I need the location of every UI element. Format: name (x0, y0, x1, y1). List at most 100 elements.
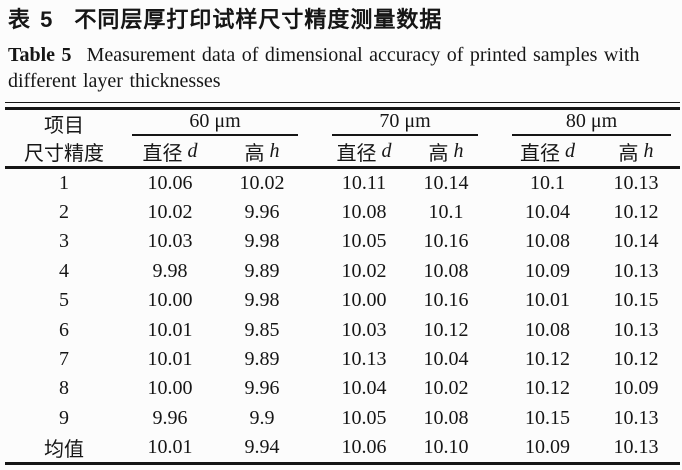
subheader-zh: 直径 (142, 142, 183, 165)
value-cell: 10.13 (341, 348, 387, 371)
value-cell: 10.02 (147, 201, 193, 224)
value-cell: 10.14 (423, 171, 469, 194)
subheader-zh: 高 (244, 142, 265, 165)
value-cell: 10.16 (423, 230, 469, 253)
value-cell: 10.08 (341, 201, 387, 224)
subheader-var: d (187, 139, 198, 162)
value-cell: 10.10 (423, 436, 469, 459)
subheader-zh: 直径 (336, 142, 377, 165)
value-cell: 10.13 (613, 406, 659, 429)
row-label: 3 (59, 230, 69, 253)
value-cell: 10.01 (525, 289, 570, 312)
table-caption-zh: 表 5 不同层厚打印试样尺寸精度测量数据 (8, 6, 682, 34)
value-cell: 10.12 (525, 377, 570, 400)
value-cell: 9.89 (244, 259, 280, 282)
value-cell: 10.08 (423, 259, 469, 282)
value-cell: 10.06 (147, 171, 193, 194)
subheader-zh: 高 (428, 142, 449, 165)
row-label: 1 (59, 171, 69, 194)
subheader-zh: 直径 (520, 142, 560, 165)
value-cell: 10.00 (147, 289, 193, 312)
group-header-80um: 80 μm (512, 110, 671, 136)
group-header-70um: 70 μm (332, 110, 478, 136)
value-cell: 10.02 (239, 171, 285, 194)
value-cell: 10.08 (423, 406, 469, 429)
row-label-mean: 均值 (44, 439, 84, 462)
value-cell: 9.98 (244, 289, 280, 312)
value-cell: 10.08 (525, 318, 570, 341)
value-cell: 10.12 (613, 201, 659, 224)
value-cell: 10.04 (525, 201, 570, 224)
row-label: 4 (59, 259, 69, 282)
value-cell: 9.96 (244, 377, 280, 400)
table-bottom-rule (5, 462, 680, 466)
value-cell: 10.09 (525, 436, 570, 459)
value-cell: 10.05 (341, 230, 387, 253)
value-cell: 10.04 (341, 377, 387, 400)
value-cell: 9.98 (152, 259, 188, 282)
table-body: 1 10.06 10.02 10.11 10.14 10.1 10.13 2 1… (5, 169, 680, 463)
value-cell: 10.09 (525, 259, 570, 282)
subheader-zh: 高 (618, 142, 639, 165)
subheader-diameter-60: 直径 d (123, 136, 217, 166)
row-label: 2 (59, 201, 69, 224)
table-caption-en-text: Measurement data of dimensional accuracy… (86, 44, 640, 66)
value-cell: 10.01 (147, 318, 193, 341)
table-number-en: Table 5 (8, 44, 72, 66)
value-cell: 10.13 (613, 259, 659, 282)
subheader-var: d (381, 139, 392, 162)
table-caption-en-line2: different layer thicknesses (8, 70, 221, 92)
value-cell: 10.06 (341, 436, 387, 459)
value-cell: 10.13 (613, 318, 659, 341)
value-cell: 10.15 (613, 289, 659, 312)
value-cell: 9.94 (244, 436, 280, 459)
value-cell: 10.03 (147, 230, 193, 253)
table-caption-en-line1: Table 5 Measurement data of dimensional a… (8, 42, 682, 68)
value-cell: 9.89 (244, 348, 280, 371)
value-cell: 10.13 (613, 436, 659, 459)
group-header-60um: 60 μm (132, 110, 298, 136)
value-cell: 10.12 (613, 348, 659, 371)
value-cell: 10.09 (613, 377, 659, 400)
subheader-var: h (453, 139, 464, 162)
subheader-var: h (269, 139, 280, 162)
value-cell: 10.13 (613, 171, 659, 194)
value-cell: 9.98 (244, 230, 280, 253)
subheader-var: h (643, 139, 654, 162)
value-cell: 10.00 (147, 377, 193, 400)
value-cell: 10.00 (341, 289, 387, 312)
table-top-rule-thick (5, 107, 680, 110)
row-label: 8 (59, 377, 69, 400)
value-cell: 10.08 (525, 230, 570, 253)
value-cell: 10.11 (341, 171, 387, 194)
row-label: 6 (59, 318, 69, 341)
value-cell: 10.12 (423, 318, 469, 341)
value-cell: 10.03 (341, 318, 387, 341)
value-cell: 9.85 (244, 318, 280, 341)
table-caption-zh-text: 不同层厚打印试样尺寸精度测量数据 (74, 7, 443, 32)
value-cell: 10.15 (525, 406, 570, 429)
table-top-rule-thin (5, 102, 680, 103)
table-number-zh: 表 5 (8, 7, 55, 32)
value-cell: 10.05 (341, 406, 387, 429)
subheader-var: d (565, 139, 575, 162)
value-cell: 10.02 (341, 259, 387, 282)
value-cell: 10.1 (428, 201, 464, 224)
row-label: 5 (59, 289, 69, 312)
value-cell: 10.16 (423, 289, 469, 312)
value-cell: 10.04 (423, 348, 469, 371)
value-cell: 10.01 (147, 436, 193, 459)
subheader-diameter-70: 直径 d (323, 136, 405, 166)
value-cell: 10.1 (530, 171, 565, 194)
value-cell: 9.96 (244, 201, 280, 224)
value-cell: 10.01 (147, 348, 193, 371)
value-cell: 10.02 (423, 377, 469, 400)
value-cell: 10.14 (613, 230, 659, 253)
table-header-rule (5, 166, 680, 169)
corner-header-line2: 尺寸精度 (24, 142, 104, 165)
